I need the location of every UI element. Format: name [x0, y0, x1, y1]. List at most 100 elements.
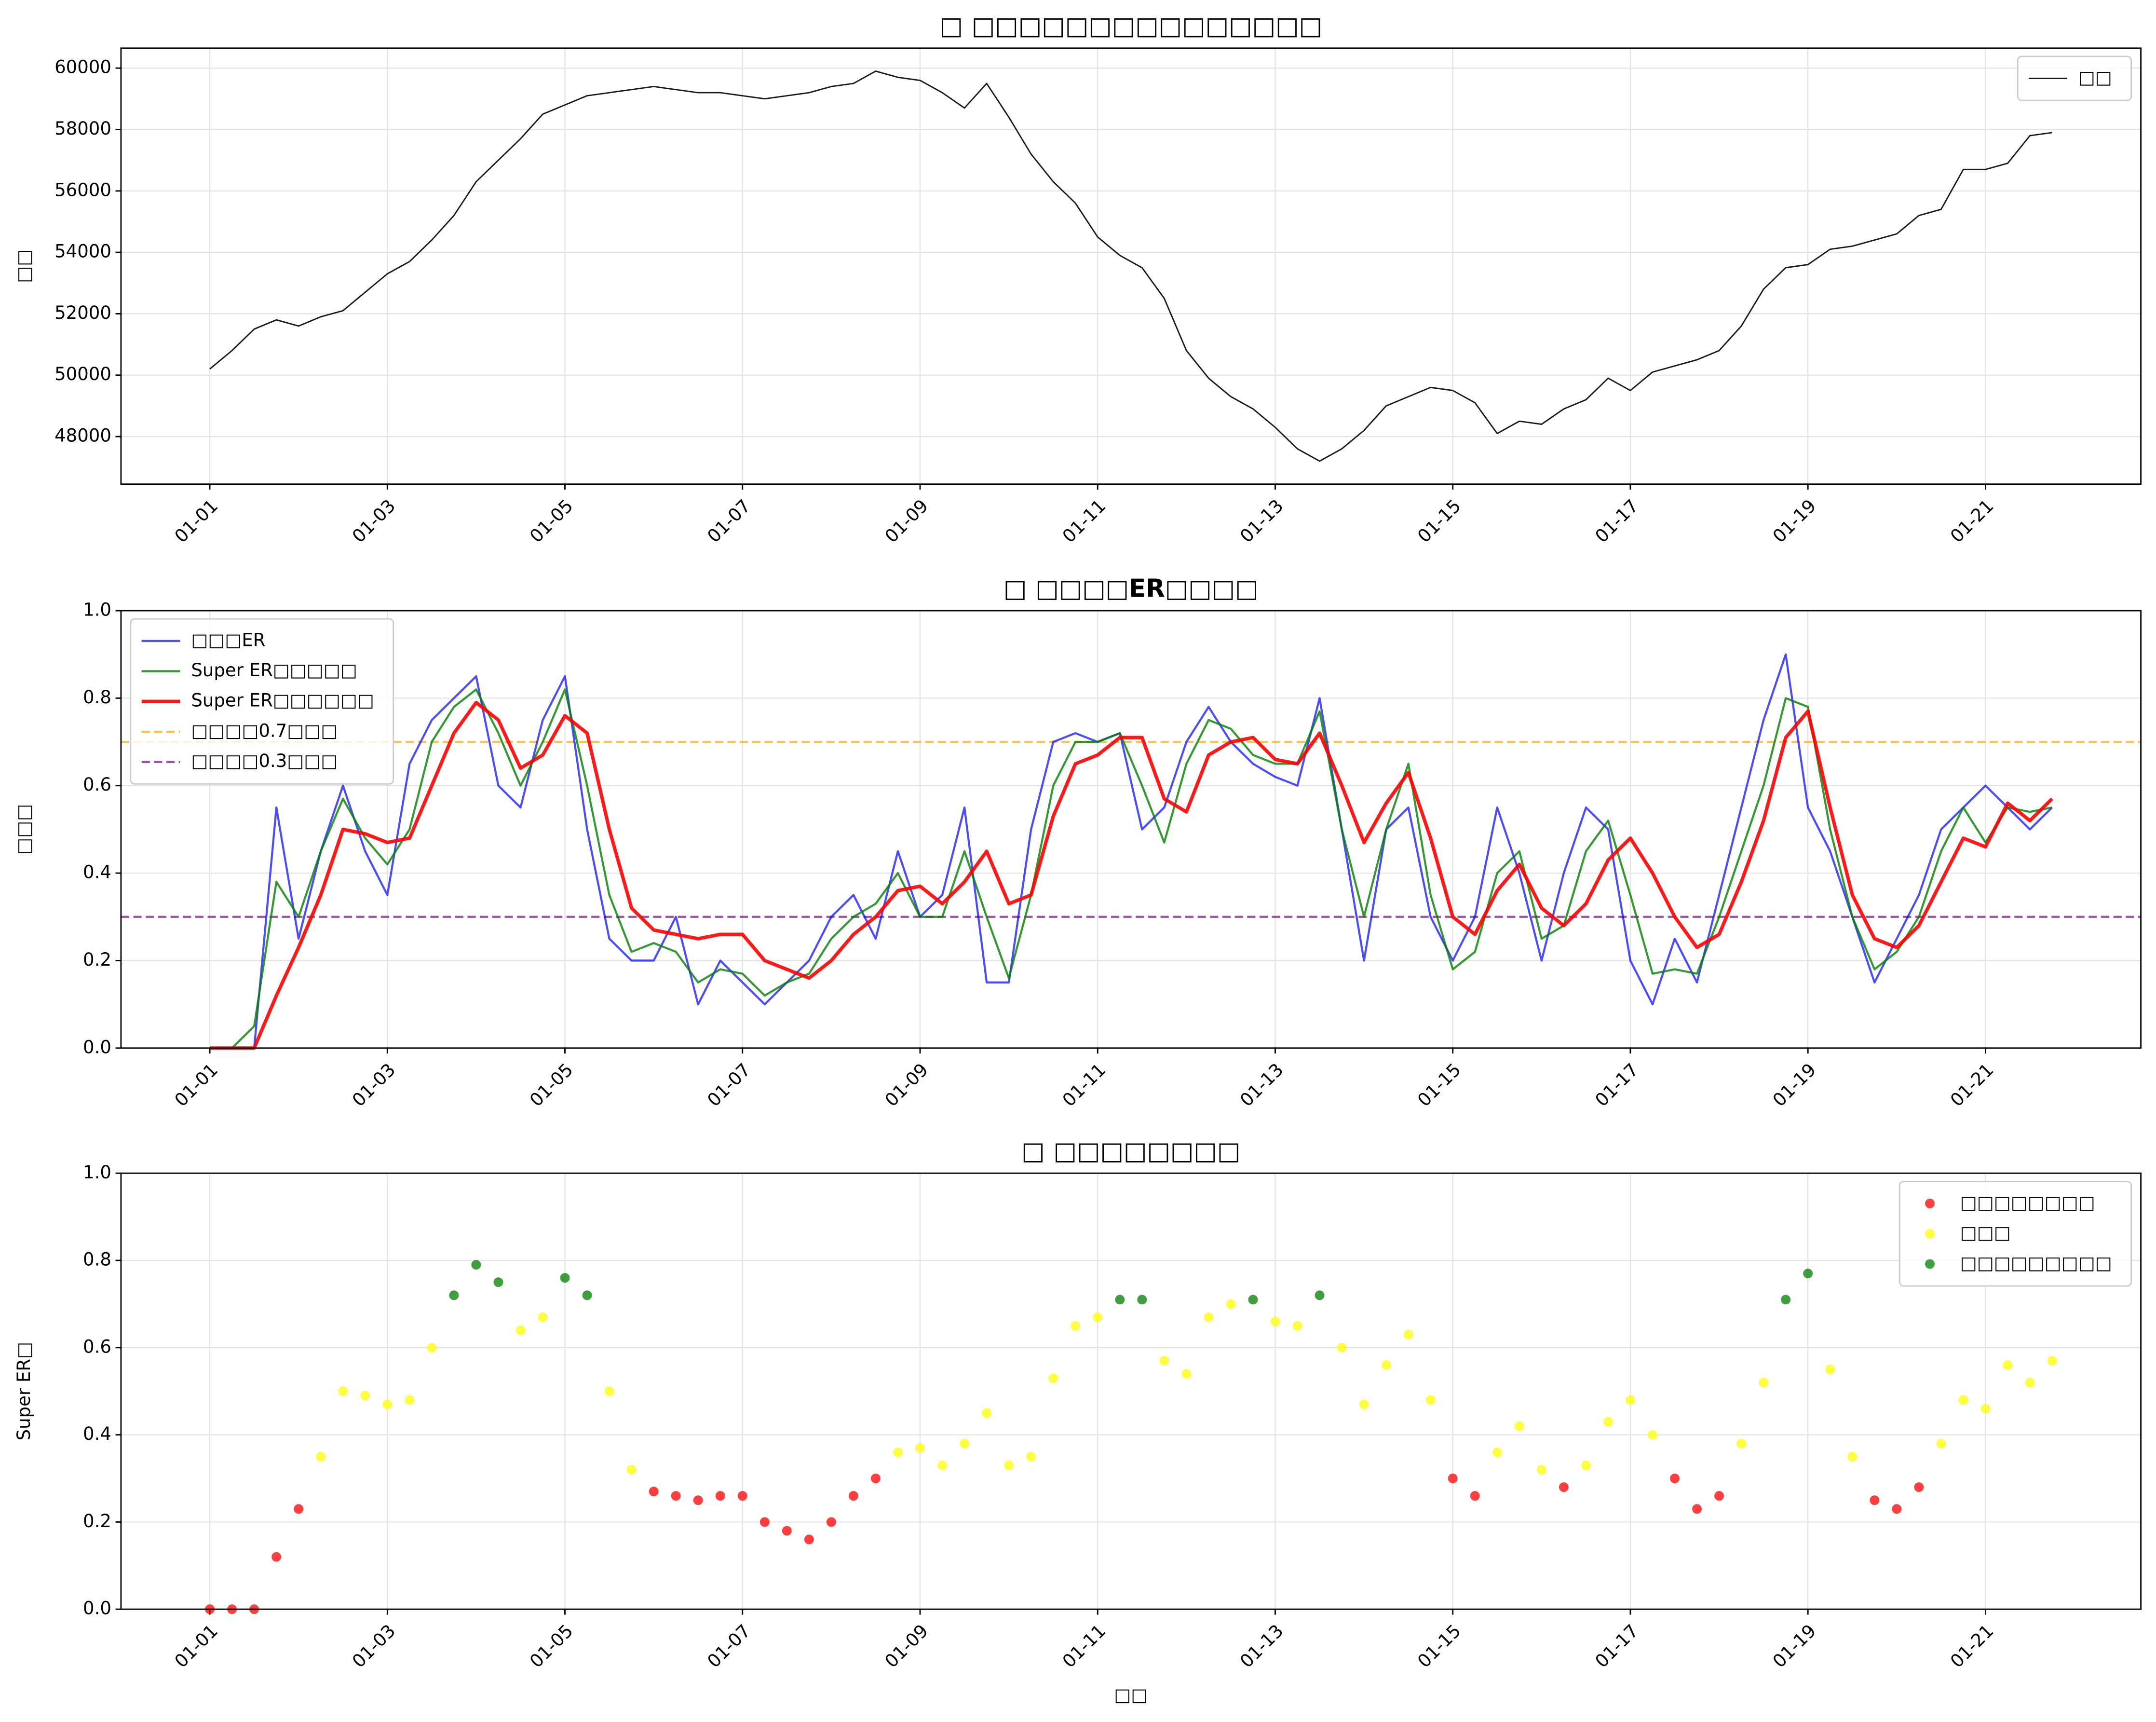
- y-tick-label: 54000: [54, 241, 111, 262]
- y-axis-label: □□□: [14, 804, 34, 855]
- data-point: [1425, 1395, 1436, 1405]
- data-point: [1958, 1395, 1968, 1405]
- data-point: [960, 1438, 970, 1449]
- data-point: [1248, 1295, 1258, 1305]
- data-point: [1381, 1360, 1391, 1370]
- data-point: [2003, 1360, 2013, 1370]
- data-point: [1159, 1355, 1169, 1366]
- data-point: [1448, 1474, 1458, 1483]
- y-tick-label: 0.6: [83, 774, 111, 795]
- legend-marker: [1925, 1229, 1935, 1239]
- legend-box: [2017, 55, 2132, 101]
- data-point: [1270, 1316, 1280, 1326]
- data-point: [1625, 1395, 1635, 1405]
- data-point: [1071, 1321, 1081, 1331]
- data-point: [826, 1517, 836, 1527]
- data-point: [1292, 1321, 1302, 1331]
- data-point: [2025, 1378, 2035, 1388]
- data-line: [210, 653, 2053, 1049]
- y-tick-label: 1.0: [83, 600, 111, 620]
- data-point: [1825, 1365, 1835, 1375]
- y-axis-label: Super ER□: [14, 1342, 34, 1440]
- data-point: [1315, 1290, 1325, 1300]
- legend: □□□ER Super ER□□□□□ Super ER□□□□□□ □□□□0.7□…: [130, 618, 394, 785]
- y-tick-label: 52000: [54, 302, 111, 323]
- data-point: [1670, 1474, 1680, 1483]
- data-point: [1603, 1417, 1613, 1427]
- y-tick-label: 50000: [54, 364, 111, 384]
- data-point: [1936, 1438, 1946, 1449]
- legend-label: □□: [2078, 67, 2112, 88]
- data-point: [1226, 1299, 1236, 1309]
- data-line: [210, 700, 2054, 1050]
- data-point: [1803, 1269, 1813, 1279]
- y-tick-label: 0.2: [83, 949, 111, 970]
- data-point: [1137, 1295, 1147, 1305]
- plot-frame: [120, 610, 2142, 1049]
- data-point: [1204, 1312, 1214, 1322]
- legend-label: □□□□0.3□□□: [191, 751, 338, 771]
- data-line: [209, 70, 2052, 462]
- legend-label: Super ER□□□□□□: [191, 690, 374, 711]
- data-point: [316, 1451, 326, 1462]
- data-point: [1115, 1295, 1125, 1305]
- x-axis-label: □□: [1114, 1684, 1148, 1705]
- y-axis-label: □□: [14, 249, 34, 283]
- data-point: [782, 1526, 792, 1536]
- legend-marker: [1925, 1259, 1935, 1269]
- y-tick-label: 56000: [54, 179, 111, 200]
- data-point: [1181, 1369, 1192, 1379]
- data-point: [1847, 1451, 1858, 1462]
- y-tick-label: 0.4: [83, 1423, 111, 1444]
- data-point: [604, 1386, 614, 1396]
- legend-label: □□□: [1960, 1222, 2011, 1243]
- y-tick-label: 1.0: [83, 1162, 111, 1183]
- data-point: [382, 1399, 393, 1409]
- y-tick-label: 48000: [54, 425, 111, 446]
- data-point: [1403, 1329, 1413, 1339]
- chart-title: □ □□□□ER□□□□: [1003, 574, 1259, 603]
- legend-marker: [1925, 1199, 1935, 1208]
- data-point: [1470, 1491, 1480, 1501]
- data-point: [915, 1443, 925, 1453]
- data-point: [1492, 1447, 1502, 1457]
- data-point: [759, 1517, 770, 1527]
- legend: □□: [2017, 55, 2132, 101]
- data-point: [449, 1290, 459, 1300]
- data-point: [1736, 1438, 1747, 1449]
- data-point: [1514, 1421, 1524, 1431]
- plot-frame: [120, 47, 2142, 485]
- data-point: [2047, 1355, 2057, 1366]
- data-point: [893, 1447, 903, 1457]
- data-point: [626, 1464, 637, 1475]
- data-point: [560, 1273, 570, 1283]
- data-point: [1892, 1504, 1902, 1514]
- data-point: [1536, 1464, 1546, 1475]
- data-point: [1759, 1378, 1769, 1388]
- legend-label: □□□ER: [191, 629, 265, 650]
- data-point: [471, 1260, 481, 1270]
- data-point: [848, 1491, 858, 1501]
- y-tick-label: 0.8: [83, 687, 111, 708]
- data-point: [427, 1342, 437, 1353]
- data-point: [1004, 1460, 1014, 1470]
- data-point: [1559, 1482, 1569, 1492]
- y-tick-label: 60000: [54, 57, 111, 78]
- y-tick-label: 0.8: [83, 1249, 111, 1270]
- data-point: [1692, 1504, 1702, 1514]
- legend: □□□□□□□□□□□□□□□□□□□□: [1898, 1180, 2132, 1287]
- y-tick-label: 0.2: [83, 1511, 111, 1531]
- data-point: [493, 1277, 503, 1287]
- data-point: [1714, 1491, 1724, 1501]
- data-point: [538, 1312, 548, 1322]
- data-point: [1359, 1399, 1369, 1409]
- y-tick-label: 0.0: [83, 1598, 111, 1619]
- data-point: [1870, 1495, 1880, 1505]
- data-point: [515, 1325, 526, 1335]
- legend-label: Super ER□□□□□: [191, 660, 357, 681]
- data-point: [360, 1391, 370, 1401]
- data-point: [1048, 1373, 1058, 1383]
- data-point: [693, 1495, 703, 1505]
- y-tick-label: 0.4: [83, 862, 111, 883]
